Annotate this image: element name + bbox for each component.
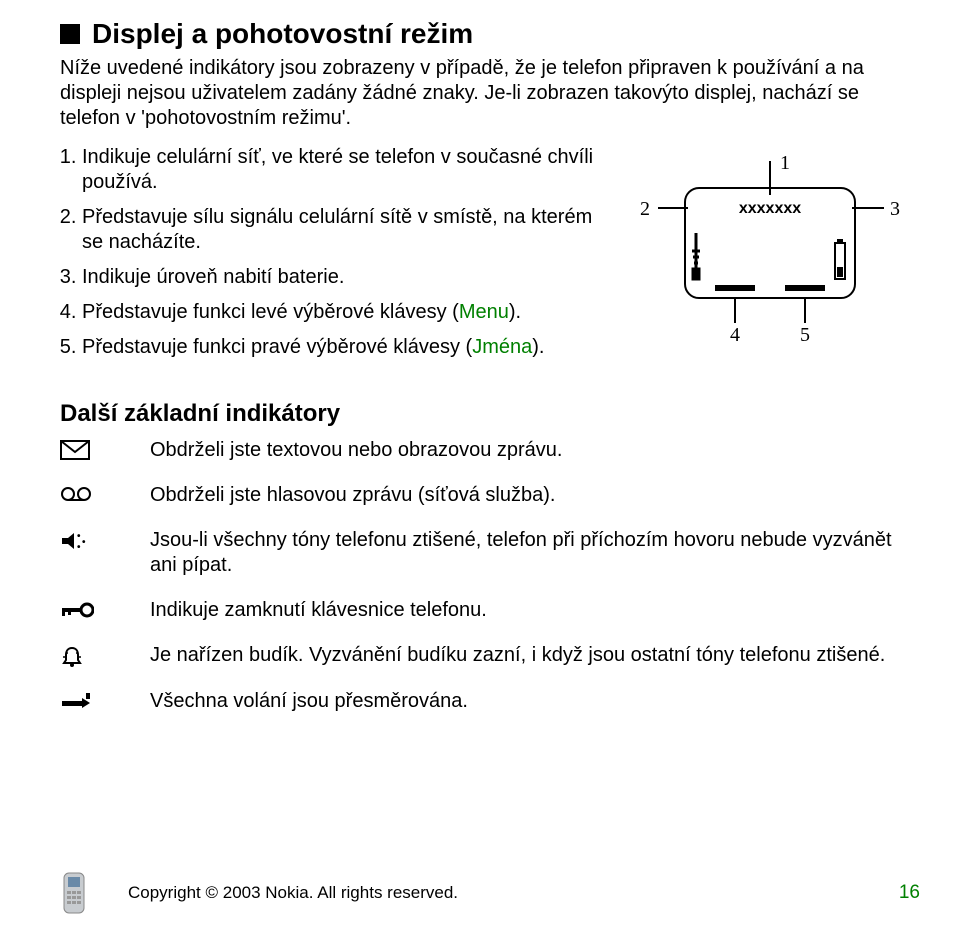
heading-row: Displej a pohotovostní režim xyxy=(60,18,920,50)
copyright-pre: Copyright xyxy=(128,883,205,902)
voicemail-icon xyxy=(60,483,150,503)
indicator-row-envelope: Obdrželi jste textovou nebo obrazovou zp… xyxy=(60,438,920,463)
list-column: Indikuje celulární síť, ve které se tele… xyxy=(60,145,620,370)
diagram-label-3: 3 xyxy=(890,198,900,220)
indicator-text-envelope: Obdrželi jste textovou nebo obrazovou zp… xyxy=(150,438,920,463)
list-item-4: Představuje funkci levé výběrové klávesy… xyxy=(82,300,610,325)
indicator-row-voicemail: Obdrželi jste hlasovou zprávu (síťová sl… xyxy=(60,483,920,508)
list-text-1: Indikuje celulární síť, ve které se tele… xyxy=(82,146,593,193)
svg-text:•: • xyxy=(82,537,86,548)
phone-icon xyxy=(60,871,88,915)
indicator-text-divert: Všechna volání jsou přesměrována. xyxy=(150,689,920,714)
list-text-5b: ). xyxy=(532,336,544,358)
list-text-3: Indikuje úroveň nabití baterie. xyxy=(82,266,344,288)
indicator-text-alarm: Je nařízen budík. Vyzvánění budíku zazní… xyxy=(150,643,920,668)
page: Displej a pohotovostní režim Níže uveden… xyxy=(0,0,960,933)
diagram-label-2: 2 xyxy=(640,198,650,220)
page-title: Displej a pohotovostní režim xyxy=(92,18,473,50)
page-number: 16 xyxy=(899,882,920,904)
list-text-4a: Představuje funkci levé výběrové klávesy… xyxy=(82,301,459,323)
list-block: Indikuje celulární síť, ve které se tele… xyxy=(60,145,920,370)
indicator-row-divert: Všechna volání jsou přesměrována. xyxy=(60,689,920,714)
square-bullet-icon xyxy=(60,24,80,44)
diagram-label-4: 4 xyxy=(730,324,740,343)
list-item-1: Indikuje celulární síť, ve které se tele… xyxy=(82,145,610,195)
indicator-row-silent: ••• Jsou-li všechny tóny telefonu ztišen… xyxy=(60,528,920,578)
page-footer: Copyright © 2003 Nokia. All rights reser… xyxy=(0,871,960,915)
diagram-column: xxxxxxx xyxy=(620,145,920,343)
svg-text:•: • xyxy=(77,542,81,552)
silent-icon: ••• xyxy=(60,528,150,552)
list-item-5: Představuje funkci pravé výběrové kláves… xyxy=(82,335,610,360)
intro-paragraph: Níže uvedené indikátory jsou zobrazeny v… xyxy=(60,56,920,131)
indicator-row-keylock: Indikuje zamknutí klávesnice telefonu. xyxy=(60,598,920,623)
indicator-text-keylock: Indikuje zamknutí klávesnice telefonu. xyxy=(150,598,920,623)
envelope-icon xyxy=(60,438,150,460)
sub-heading: Další základní indikátory xyxy=(60,400,920,428)
list-text-2: Představuje sílu signálu celulární sítě … xyxy=(82,206,592,253)
copyright-post: 2003 Nokia. All rights reserved. xyxy=(218,883,458,902)
diagram-screen-text: xxxxxxx xyxy=(739,200,801,217)
list-text-4b: ). xyxy=(509,301,521,323)
list-item-3: Indikuje úroveň nabití baterie. xyxy=(82,265,610,290)
indicator-text-voicemail: Obdrželi jste hlasovou zprávu (síťová sl… xyxy=(150,483,920,508)
display-diagram: xxxxxxx xyxy=(630,153,910,343)
keylock-icon xyxy=(60,598,150,620)
copyright-text: Copyright © 2003 Nokia. All rights reser… xyxy=(128,883,458,903)
list-item-2: Představuje sílu signálu celulární sítě … xyxy=(82,205,610,255)
alarm-icon xyxy=(60,643,150,669)
indicator-text-silent: Jsou-li všechny tóny telefonu ztišené, t… xyxy=(150,528,920,578)
indicator-row-alarm: Je nařízen budík. Vyzvánění budíku zazní… xyxy=(60,643,920,669)
numbered-list: Indikuje celulární síť, ve které se tele… xyxy=(60,145,610,360)
footer-left: Copyright © 2003 Nokia. All rights reser… xyxy=(60,871,458,915)
divert-icon xyxy=(60,689,150,709)
list-text-4-menu: Menu xyxy=(459,301,509,323)
list-text-5a: Představuje funkci pravé výběrové kláves… xyxy=(82,336,472,358)
list-text-5-menu: Jména xyxy=(472,336,532,358)
copyright-symbol: © xyxy=(205,883,218,902)
diagram-label-1: 1 xyxy=(780,153,790,174)
svg-text:•: • xyxy=(77,531,81,542)
diagram-label-5: 5 xyxy=(800,324,810,343)
